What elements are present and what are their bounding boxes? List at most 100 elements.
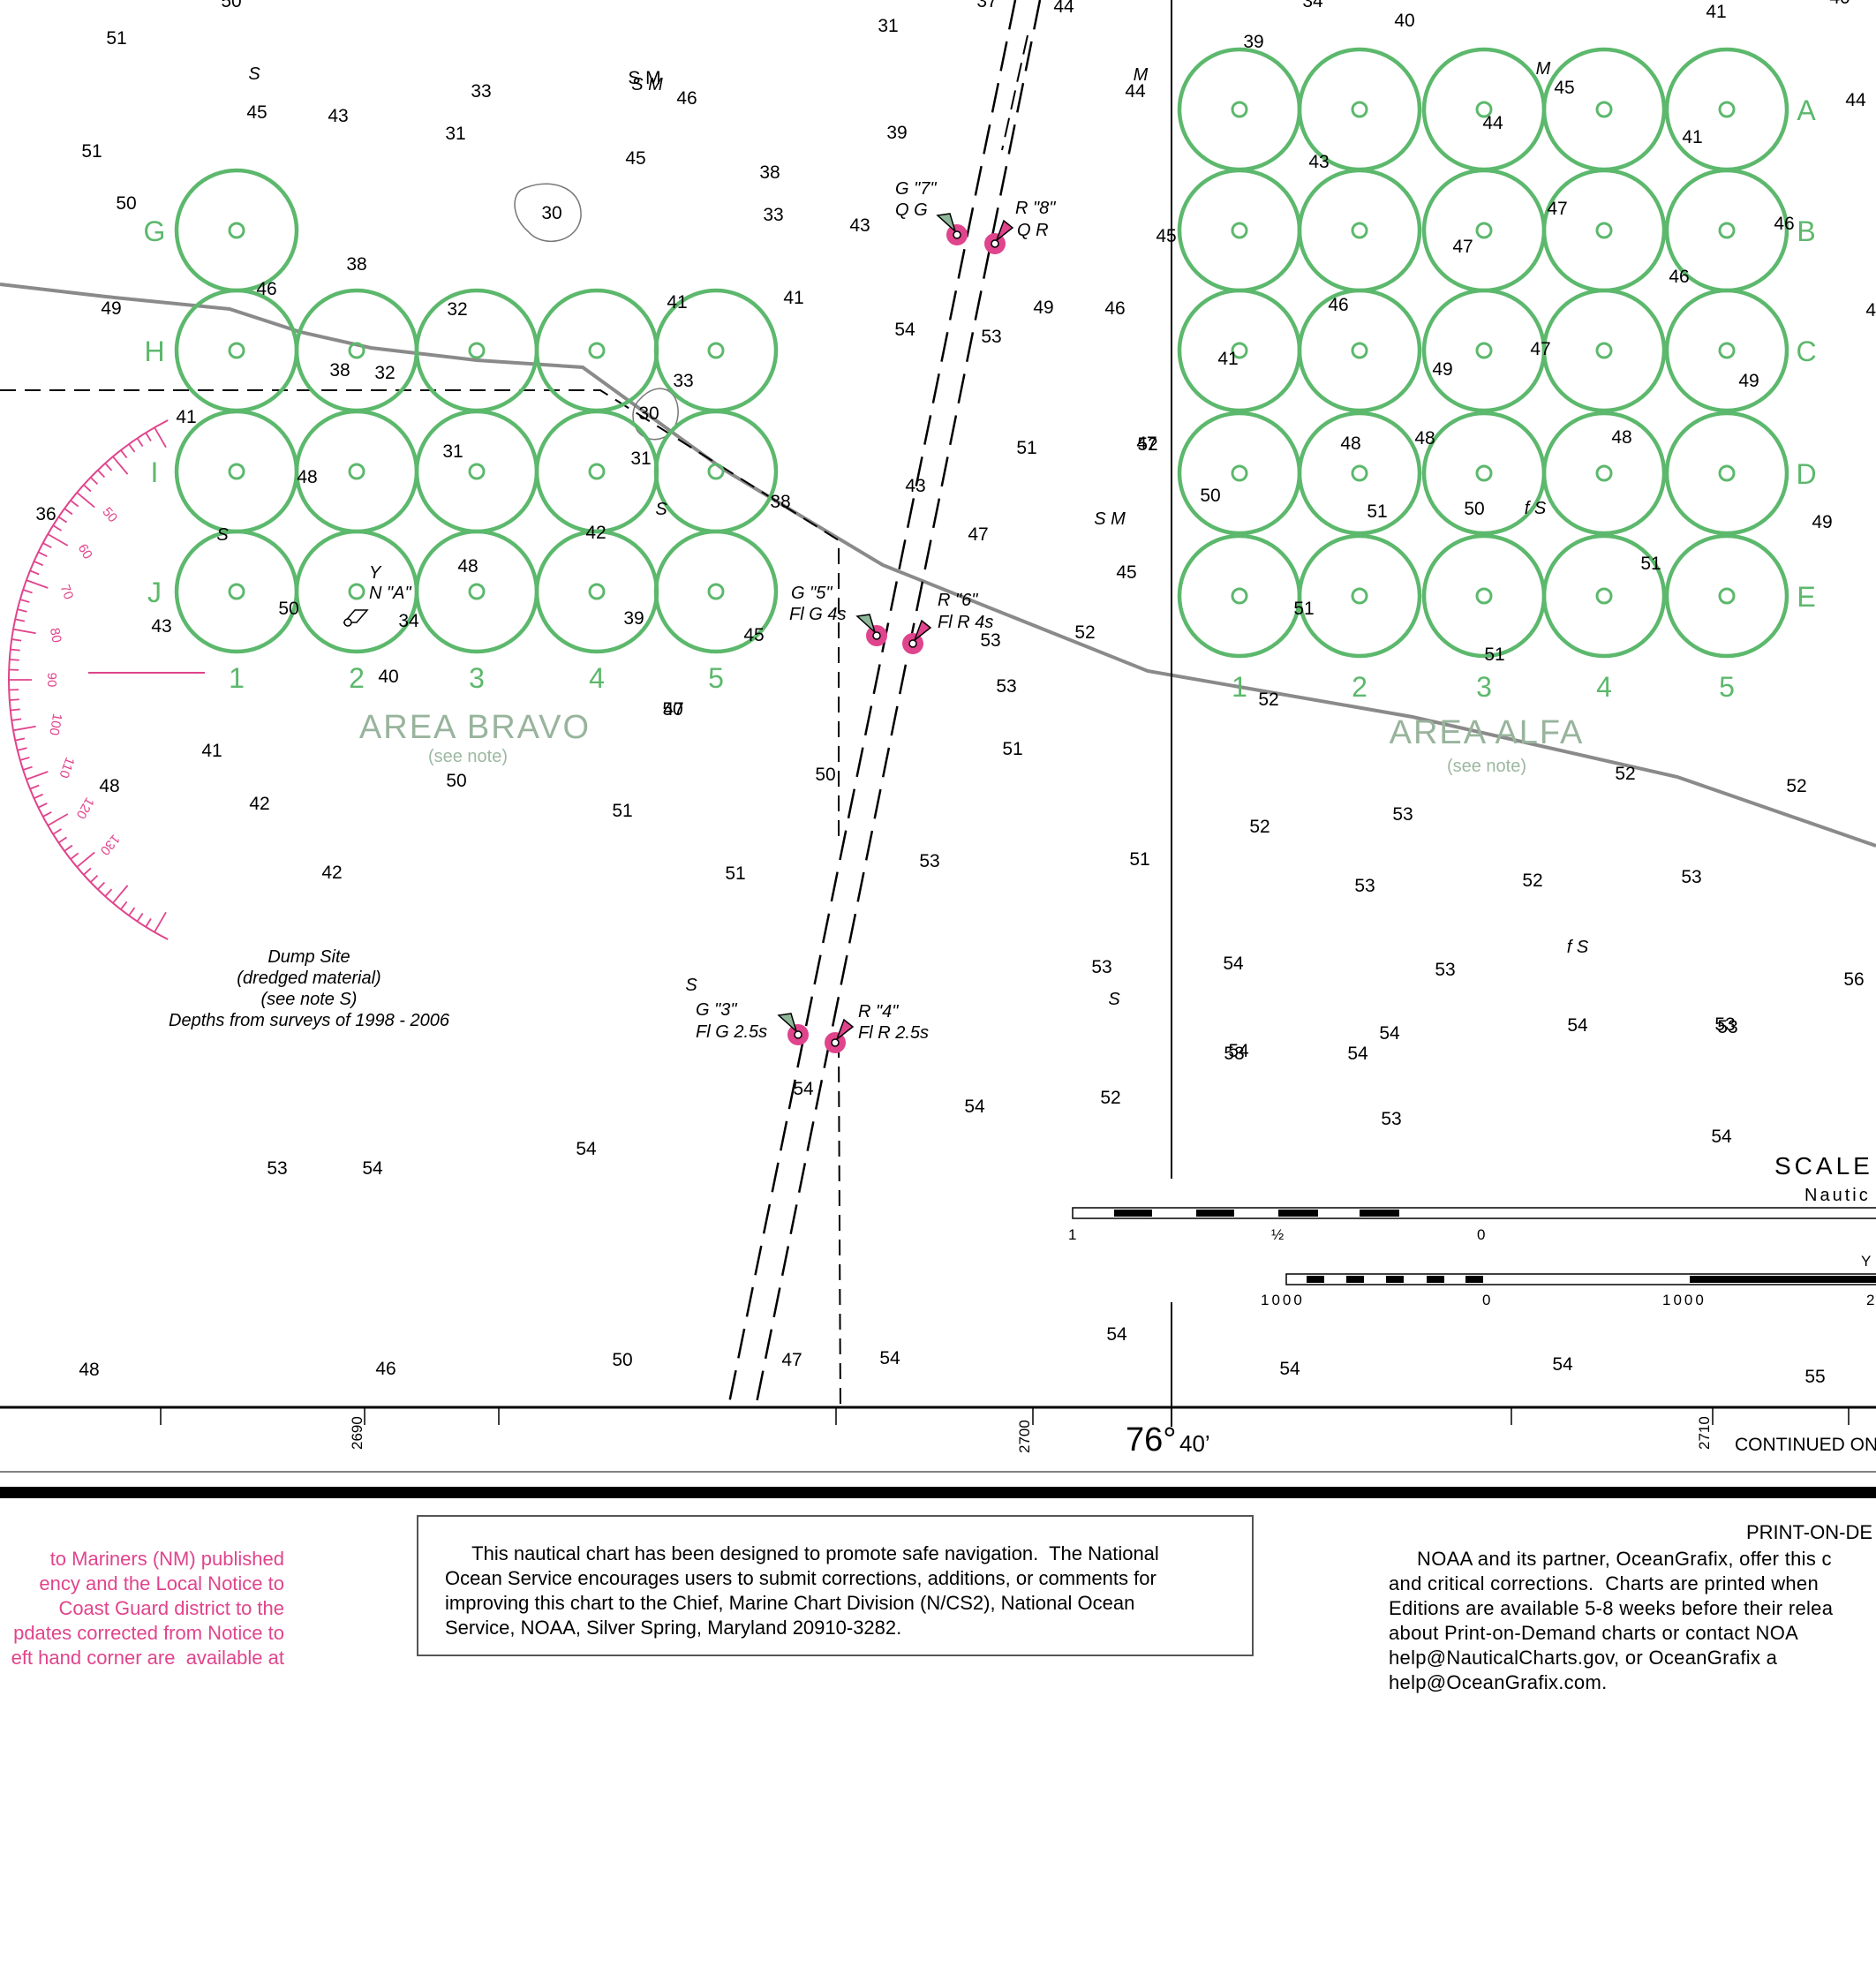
compass-tick <box>22 589 33 594</box>
shoal-outline <box>514 183 582 243</box>
sounding: 32 <box>447 299 467 320</box>
compass-tick <box>128 907 136 916</box>
buoy-g7-light: Q G <box>895 200 928 220</box>
area-col-label: 2 <box>1352 671 1367 703</box>
area-row-label: C <box>1796 335 1816 367</box>
compass-tick <box>34 560 43 567</box>
compass-tick <box>128 443 136 453</box>
continued-label: CONTINUED ON <box>1735 1435 1876 1455</box>
sounding: 48 <box>457 556 478 577</box>
compass-tick <box>112 456 129 475</box>
sounding: 39 <box>623 608 644 629</box>
compass-tick <box>9 698 19 701</box>
area-col-label: 3 <box>469 662 485 694</box>
sounding: 53 <box>980 630 1000 651</box>
scale-segment <box>1360 1210 1399 1217</box>
sounding: 52 <box>1522 871 1542 891</box>
buoy-na-name: N "A" <box>369 584 411 603</box>
sounding: 53 <box>1714 1014 1735 1035</box>
compass-tick <box>57 516 68 524</box>
compass-rose-label: 130 <box>97 832 123 858</box>
sounding: 48 <box>1340 433 1360 454</box>
area-cell-h4 <box>534 288 659 413</box>
compass-tick <box>64 508 73 516</box>
area-cell-center <box>348 463 365 480</box>
area-cell-center <box>1351 587 1368 605</box>
safety-notice-text: This nautical chart has been designed to… <box>445 1542 1159 1639</box>
compass-tick <box>83 484 92 493</box>
bottom-quality-mark: f S <box>1525 499 1547 518</box>
cable-route <box>0 283 1876 848</box>
area-cell-center <box>1595 342 1613 359</box>
scale-segment <box>1386 1276 1404 1283</box>
buoy-labels: G "7" Q G R "8" Q R G "5" Fl G 4s R "6" … <box>369 179 1056 1043</box>
buoy-position <box>794 1030 802 1039</box>
scale-segment <box>1346 1276 1364 1283</box>
area-alfa-name: AREA ALFA <box>1390 714 1585 751</box>
compass-tick <box>29 784 40 790</box>
compass-tick <box>22 765 33 771</box>
sounding: 47 <box>1547 199 1567 219</box>
compass-tick <box>19 599 30 603</box>
sounding: 54 <box>879 1348 900 1368</box>
sounding: 46 <box>1669 267 1689 287</box>
area-cell-j3 <box>414 529 539 654</box>
area-cell-c2 <box>1297 288 1422 413</box>
area-cell-center <box>348 342 365 359</box>
area-col-label: 5 <box>708 662 724 694</box>
sounding: 52 <box>1786 776 1806 796</box>
compass-tick <box>26 579 49 589</box>
buoy-r8 <box>984 219 1014 254</box>
sounding: 52 <box>1074 622 1095 643</box>
area-cell-center <box>1475 587 1493 605</box>
compass-tick <box>42 810 52 818</box>
sounding: 33 <box>673 371 693 391</box>
grid-tick-2700: 2700 <box>1016 1420 1033 1453</box>
dump-site-title: Dump Site <box>267 947 350 967</box>
sounding: 51 <box>1129 849 1149 870</box>
dump-site-survey: Depths from surveys of 1998 - 2006 <box>169 1011 450 1030</box>
buoy-g3-light: Fl G 2.5s <box>696 1022 767 1042</box>
bottom-quality-mark: S <box>655 500 667 519</box>
buoy-r4-name: R "4" <box>858 1002 899 1021</box>
area-cell-c5 <box>1664 288 1789 413</box>
sounding: 41 <box>1682 127 1702 147</box>
sounding: 45 <box>1116 562 1136 583</box>
buoy-g7-name: G "7" <box>895 179 937 199</box>
sounding: 47 <box>663 699 683 720</box>
sounding: 54 <box>1228 1041 1249 1061</box>
sounding: 51 <box>1293 599 1314 619</box>
sounding: 48 <box>99 776 119 796</box>
scale-segment <box>1278 1210 1318 1217</box>
dashed-boundary <box>0 389 840 839</box>
channel-line-inner <box>1001 34 1028 151</box>
sounding: 38 <box>329 360 350 381</box>
area-row-label: D <box>1796 458 1816 490</box>
sounding: 45 <box>625 148 645 169</box>
border-thick <box>0 1487 1876 1498</box>
scale-segment <box>1427 1276 1444 1283</box>
sounding: 38 <box>770 492 790 512</box>
longitude-degrees: 76° <box>1126 1421 1176 1459</box>
area-bravo-name: AREA BRAVO <box>359 709 591 746</box>
sounding: 31 <box>442 441 463 462</box>
scale-yd-label-1000a: 1000 <box>1261 1292 1305 1308</box>
buoy-g7 <box>936 213 968 245</box>
sounding: 50 <box>662 699 682 720</box>
compass-tick <box>70 852 79 860</box>
sounding: 53 <box>919 851 939 871</box>
sounding: 46 <box>256 279 276 299</box>
compass-tick <box>136 912 144 923</box>
area-cell-c1 <box>1177 288 1302 413</box>
buoy-position <box>872 631 881 640</box>
area-cell-d5 <box>1664 411 1789 536</box>
sounding: 45 <box>246 102 267 123</box>
area-cell-d2 <box>1297 411 1422 536</box>
grid-tick-2710: 2710 <box>1696 1416 1713 1450</box>
sounding: 42 <box>321 863 342 883</box>
sounding: 50 <box>278 599 298 619</box>
dump-site-subtitle: (dredged material) <box>237 969 380 988</box>
compass-tick <box>89 874 99 883</box>
area-col-label: 4 <box>589 662 605 694</box>
